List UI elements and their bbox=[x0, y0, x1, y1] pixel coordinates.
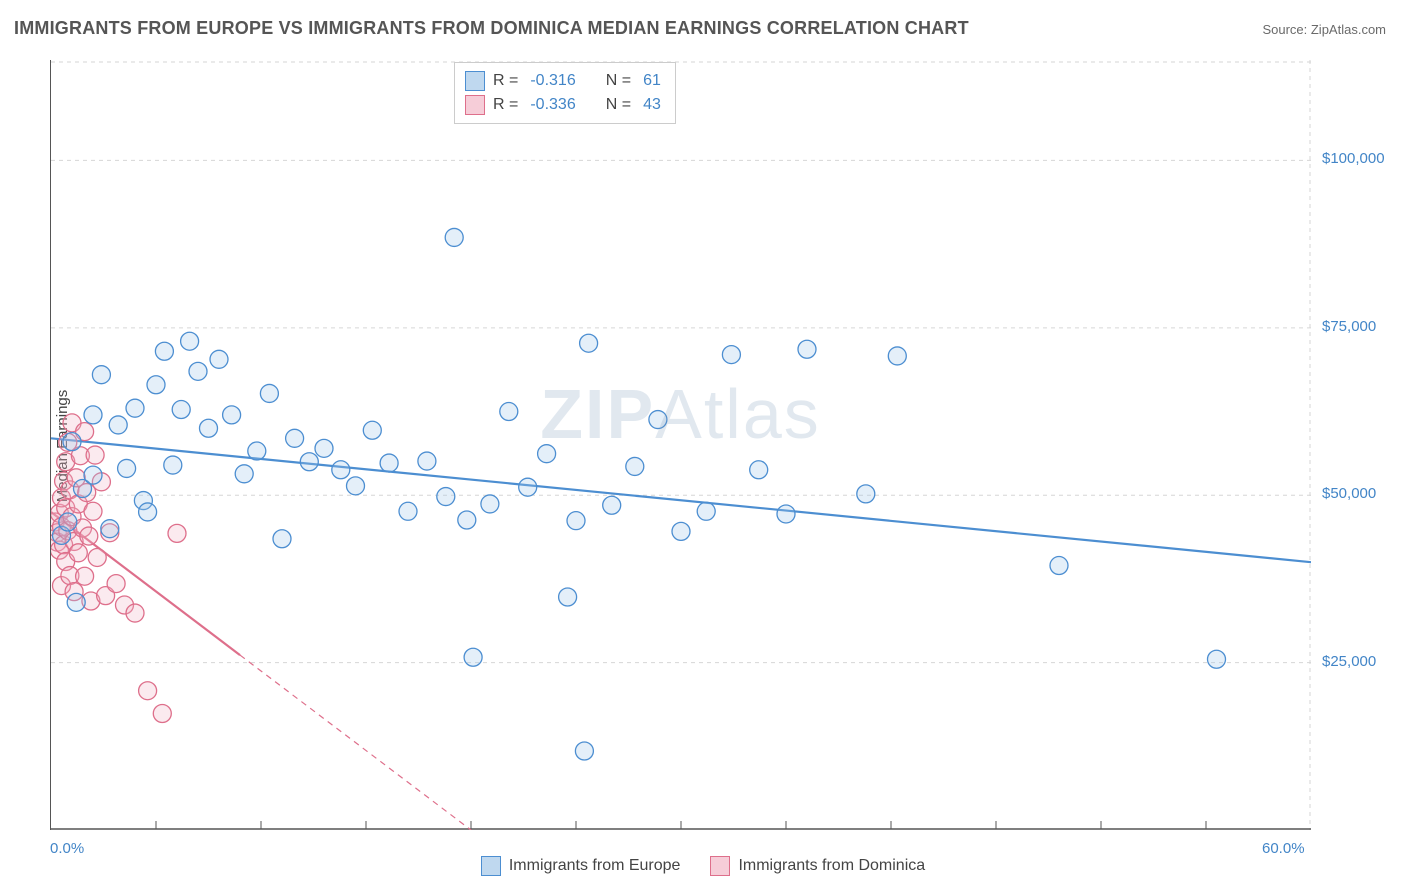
y-tick-label: $100,000 bbox=[1322, 150, 1385, 167]
y-tick-label: $25,000 bbox=[1322, 653, 1376, 670]
source-attribution: Source: ZipAtlas.com bbox=[1262, 22, 1386, 37]
r-value-europe: -0.316 bbox=[530, 69, 575, 93]
r-value-dominica: -0.336 bbox=[530, 93, 575, 117]
series-legend: Immigrants from Europe Immigrants from D… bbox=[0, 856, 1406, 876]
scatter-plot-svg bbox=[51, 60, 1311, 830]
legend-swatch-dominica bbox=[465, 95, 485, 115]
n-value-dominica: 43 bbox=[643, 93, 661, 117]
legend-row-europe: R = -0.316 N = 61 bbox=[465, 69, 661, 93]
legend-row-dominica: R = -0.336 N = 43 bbox=[465, 93, 661, 117]
r-label: R = bbox=[493, 69, 518, 93]
y-tick-label: $75,000 bbox=[1322, 318, 1376, 335]
plot-area: ZIPAtlas bbox=[50, 60, 1310, 830]
y-tick-label: $50,000 bbox=[1322, 485, 1376, 502]
correlation-legend: R = -0.316 N = 61 R = -0.336 N = 43 bbox=[454, 62, 676, 124]
legend-swatch-europe bbox=[481, 856, 501, 876]
r-label: R = bbox=[493, 93, 518, 117]
x-max-label: 60.0% bbox=[1262, 840, 1305, 857]
n-value-europe: 61 bbox=[643, 69, 661, 93]
legend-item-dominica: Immigrants from Dominica bbox=[710, 856, 925, 876]
n-label: N = bbox=[606, 69, 631, 93]
legend-item-europe: Immigrants from Europe bbox=[481, 856, 681, 876]
n-label: N = bbox=[606, 93, 631, 117]
legend-label-europe: Immigrants from Europe bbox=[509, 857, 681, 875]
legend-label-dominica: Immigrants from Dominica bbox=[738, 857, 925, 875]
chart-title: IMMIGRANTS FROM EUROPE VS IMMIGRANTS FRO… bbox=[14, 18, 969, 39]
legend-swatch-dominica bbox=[710, 856, 730, 876]
legend-swatch-europe bbox=[465, 71, 485, 91]
x-min-label: 0.0% bbox=[50, 840, 84, 857]
chart-container: IMMIGRANTS FROM EUROPE VS IMMIGRANTS FRO… bbox=[0, 0, 1406, 892]
